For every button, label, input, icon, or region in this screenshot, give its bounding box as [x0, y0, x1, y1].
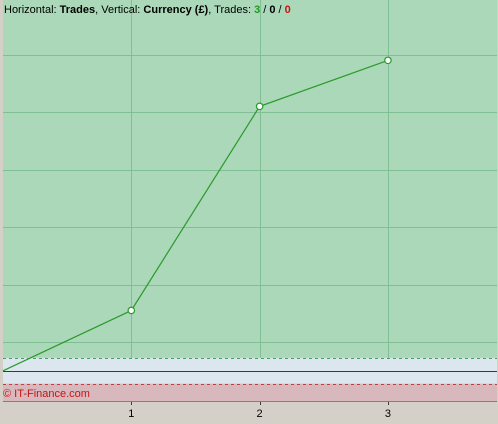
- vertical-label: , Vertical:: [95, 4, 141, 16]
- trades-win-count: 3: [254, 4, 261, 16]
- chart-header: Horizontal: Trades, Vertical: Currency (…: [4, 4, 291, 16]
- trades-loss-count: 0: [284, 4, 291, 16]
- equity-point: [127, 306, 136, 315]
- trades-separator-2: /: [275, 4, 285, 16]
- copyright-watermark: © IT-Finance.com: [3, 388, 90, 400]
- horizontal-label: Horizontal:: [4, 4, 57, 16]
- trades-separator-1: /: [260, 4, 270, 16]
- trades-zero-count: 0: [269, 4, 276, 16]
- trades-label: , Trades:: [208, 4, 252, 16]
- equity-line: [2, 59, 389, 372]
- equity-point: [384, 56, 392, 65]
- horizontal-value: Trades: [59, 4, 96, 16]
- profit-zone: [3, 0, 497, 358]
- equity-point: [255, 102, 264, 111]
- x-tick-label: 1: [128, 408, 134, 420]
- x-tick-label: 2: [257, 408, 263, 420]
- x-tick-label: 3: [385, 408, 391, 420]
- neutral-zone: [3, 357, 497, 384]
- frame-left: [0, 0, 3, 424]
- loss-zone: [3, 383, 497, 401]
- vertical-value: Currency (£): [143, 4, 209, 16]
